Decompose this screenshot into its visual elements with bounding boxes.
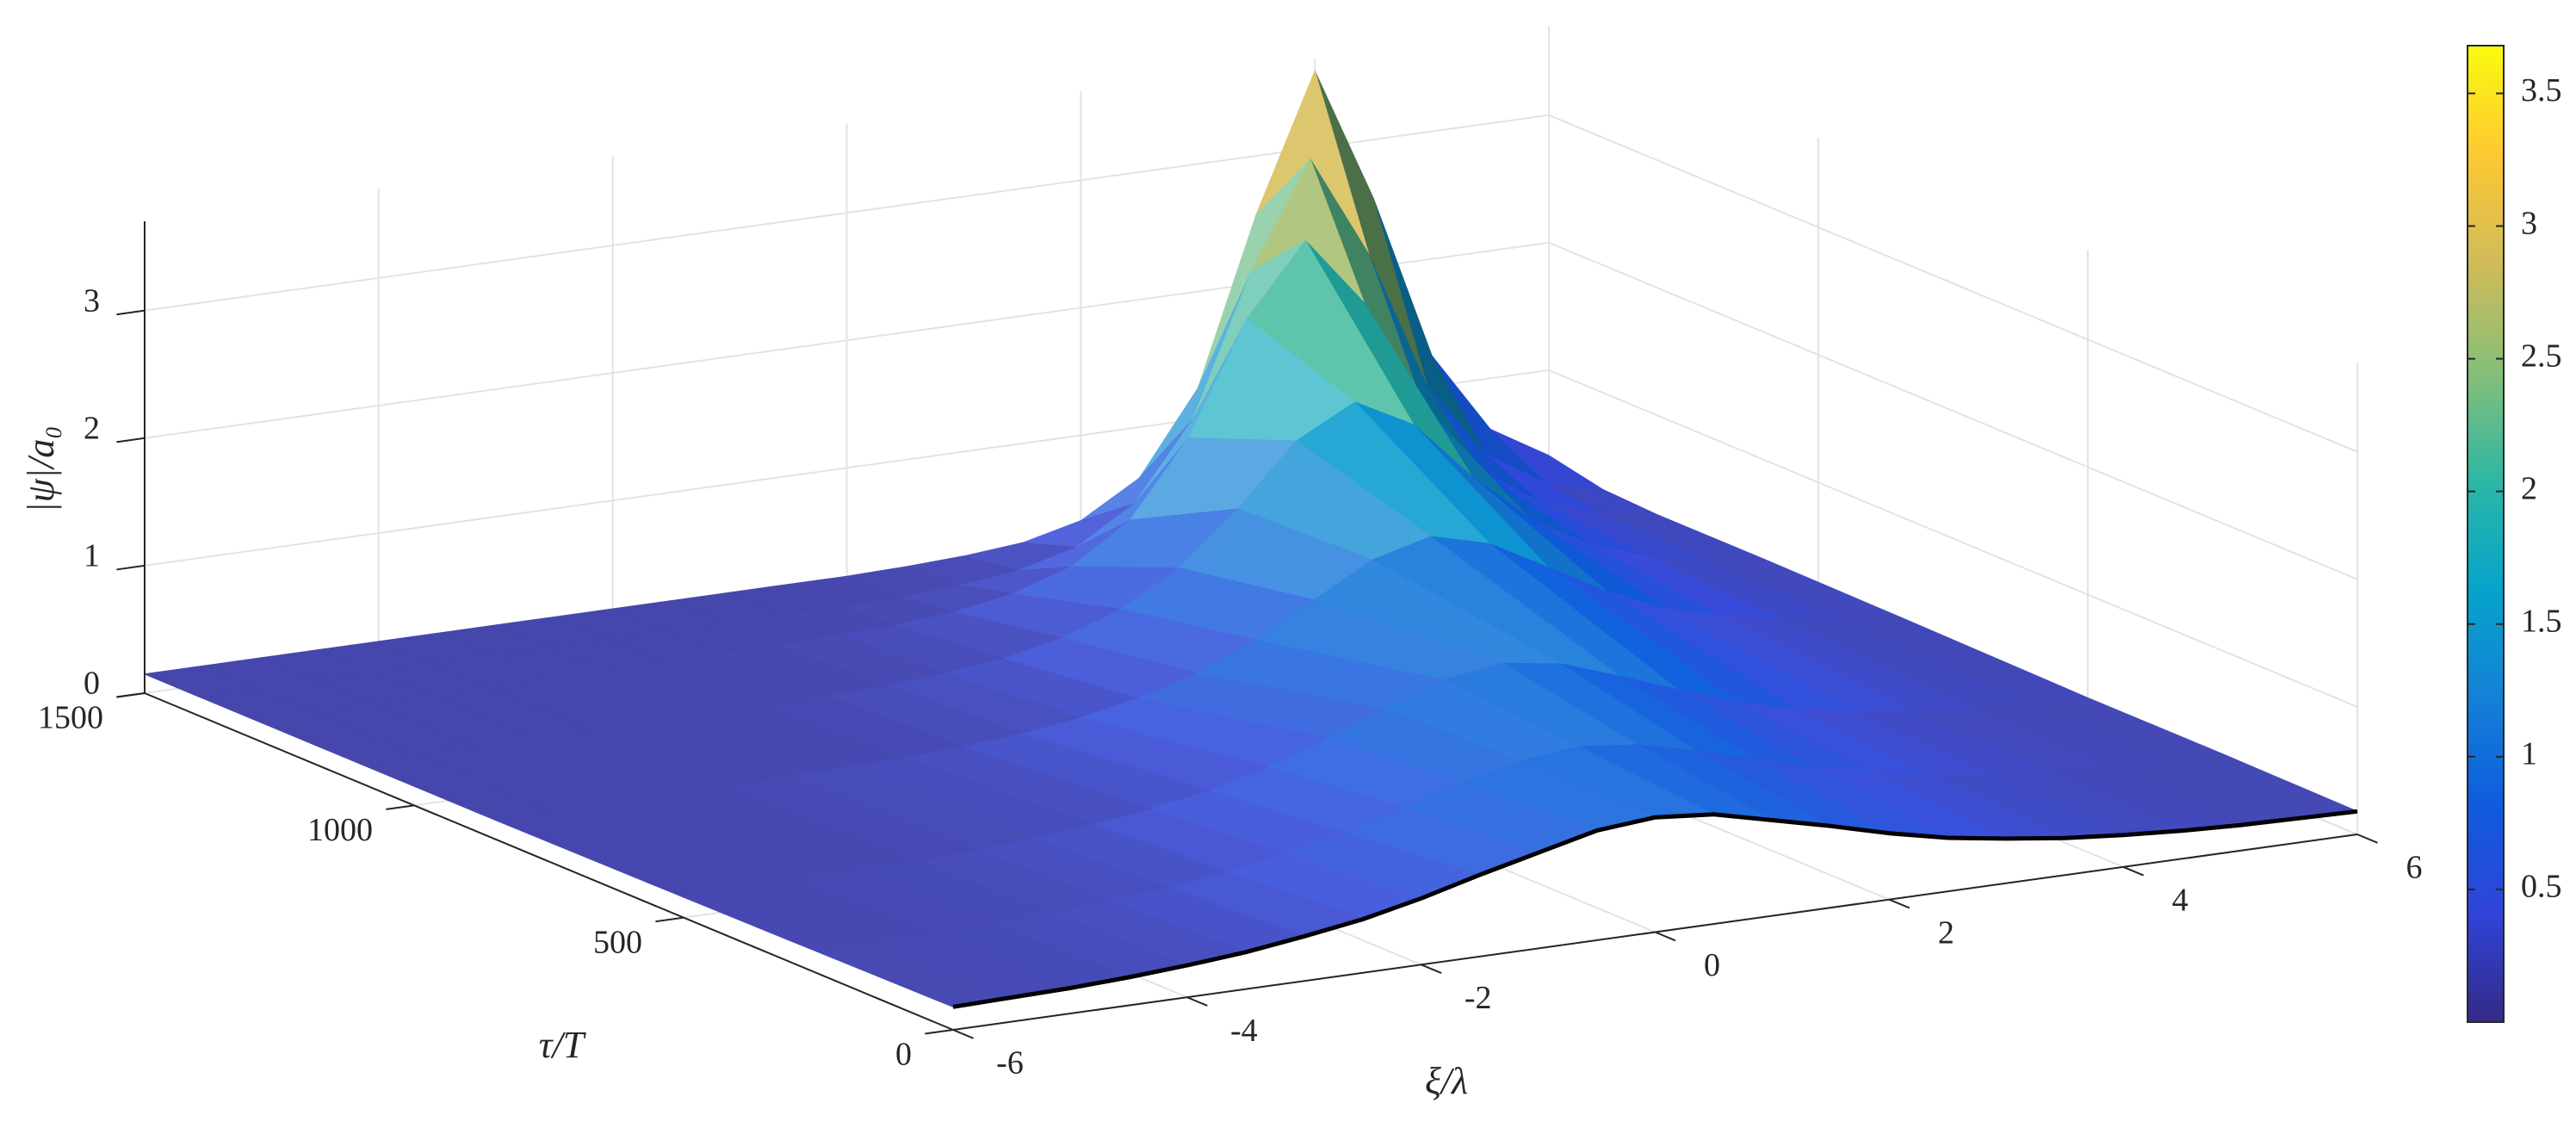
z-tick-label: 3 (84, 282, 100, 319)
x-tick (1888, 898, 1910, 909)
z-tick-label: 1 (84, 538, 100, 574)
z-tick (116, 309, 146, 316)
z-tick (116, 437, 146, 443)
y-tick-label: 1500 (38, 700, 103, 736)
colorbar-tick-label: 2.5 (2521, 338, 2562, 374)
colorbar-tick-label: 3 (2521, 205, 2537, 241)
z-tick (116, 692, 146, 698)
y-tick (925, 1029, 954, 1035)
colorbar-tick-label: 2 (2521, 470, 2537, 506)
grid-line (1548, 241, 2358, 580)
x-tick-label: -4 (1230, 1013, 1258, 1049)
colorbar-tick-label: 3.5 (2521, 72, 2562, 108)
x-tick-label: 4 (2172, 883, 2189, 919)
colorbar-tick-label: 1.5 (2521, 603, 2562, 639)
front-edge (952, 809, 2358, 1009)
x-tick-label: 2 (1938, 914, 1954, 951)
y-tick-label: 500 (593, 924, 642, 960)
x-tick (1655, 931, 1676, 942)
y-axis-label: τ/T (539, 1024, 587, 1066)
grid-line (1548, 114, 2358, 453)
y-axis (144, 692, 954, 1031)
x-tick (952, 1029, 974, 1039)
x-tick (1421, 964, 1442, 975)
x-tick-label: -6 (996, 1045, 1024, 1082)
colorbar: 0.5 1 1.5 2 2.5 3 3.5 (2467, 45, 2562, 1023)
x-tick-label: 6 (2406, 850, 2423, 886)
x-tick (2356, 834, 2378, 844)
y-tick (386, 804, 415, 810)
colorbar-scale (2467, 45, 2505, 1023)
grid-line (1548, 369, 2358, 708)
x-tick (2122, 865, 2145, 877)
z-tick-label: 2 (84, 411, 100, 447)
x-tick (1186, 996, 1208, 1007)
z-axis-label: |ψ|/a₀ (20, 425, 62, 512)
z-tick-label: 0 (84, 666, 100, 702)
x-tick-label: 0 (1704, 947, 1720, 983)
z-tick (116, 564, 146, 571)
surface (144, 70, 2358, 1009)
y-tick-label: 1000 (307, 812, 373, 848)
colorbar-tick-label: 1 (2521, 736, 2537, 772)
colorbar-tick-label: 0.5 (2521, 869, 2562, 905)
y-tick-label: 0 (895, 1037, 912, 1073)
x-axis-label: ξ/λ (1425, 1060, 1468, 1102)
y-tick (655, 916, 684, 923)
x-tick-label: -2 (1464, 980, 1492, 1016)
